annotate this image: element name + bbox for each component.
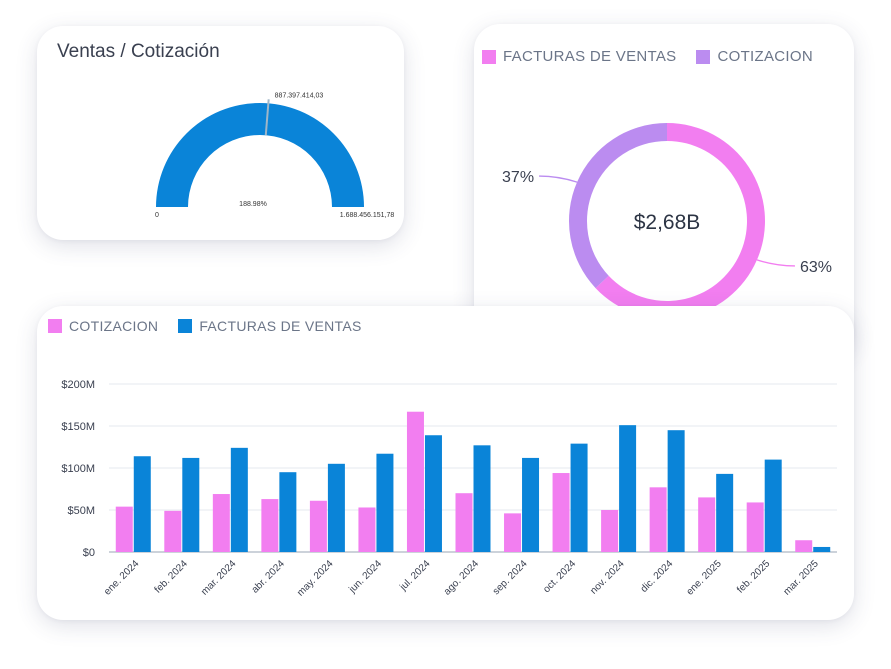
- gauge-chart: 887.397.414,03 0 1.688.456.151,78 188.98%: [155, 92, 395, 219]
- legend-swatch-cotizacion: [696, 49, 711, 64]
- donut-chart: 63% 37% $2,68B: [502, 123, 832, 319]
- bar-facturas: [570, 443, 588, 552]
- bar-facturas: [764, 459, 782, 552]
- x-tick-label: nov. 2024: [588, 558, 627, 597]
- bar-cotizacion: [649, 487, 667, 552]
- bar-facturas: [667, 430, 685, 552]
- donut-card: FACTURAS DE VENTAS COTIZACION 63% 37% $2,6…: [474, 24, 854, 356]
- bar-cotizacion: [309, 500, 327, 552]
- donut-slice-cotizacion: [569, 123, 667, 289]
- bar-cotizacion: [358, 507, 376, 552]
- bar-facturas: [133, 456, 151, 552]
- bar-cotizacion: [406, 411, 424, 552]
- x-tick-label: mar. 2024: [199, 558, 239, 598]
- y-tick-label: $200M: [61, 379, 95, 391]
- legend-swatch-facturas: [178, 319, 193, 333]
- gauge-card: Ventas / Cotización 887.397.414,03 0 1.688…: [37, 26, 404, 240]
- bar-facturas: [424, 435, 442, 552]
- x-tick-label: jun. 2024: [346, 558, 384, 596]
- y-tick-label: $100M: [61, 463, 95, 475]
- x-tick-label: may. 2024: [295, 558, 336, 599]
- x-tick-label: ene. 2024: [102, 558, 142, 598]
- bar-cotizacion: [795, 540, 813, 552]
- bar-facturas: [522, 457, 540, 552]
- bar-facturas: [473, 445, 491, 552]
- donut-center-total: $2,68B: [634, 211, 701, 234]
- bar-cotizacion: [261, 499, 279, 552]
- bar-legend: COTIZACION FACTURAS DE VENTAS: [48, 318, 362, 334]
- donut-legend: FACTURAS DE VENTAS COTIZACION: [482, 48, 813, 65]
- x-tick-label: oct. 2024: [541, 558, 578, 595]
- x-tick-label: jul. 2024: [397, 558, 433, 594]
- gauge-title: Ventas / Cotización: [57, 41, 220, 62]
- x-tick-label: feb. 2025: [735, 558, 773, 596]
- donut-leader-line: [539, 175, 578, 183]
- gauge-min-label: 0: [155, 212, 159, 219]
- legend-label-facturas: FACTURAS DE VENTAS: [199, 318, 362, 334]
- x-tick-label: ago. 2024: [442, 558, 482, 598]
- y-tick-label: $0: [83, 547, 95, 559]
- bar-cotizacion: [504, 513, 522, 552]
- legend-item-facturas[interactable]: FACTURAS DE VENTAS: [178, 318, 361, 334]
- bar-facturas: [182, 457, 200, 552]
- gauge-percent-label: 188.98%: [239, 201, 267, 208]
- bar-facturas: [230, 447, 248, 552]
- legend-label-facturas: FACTURAS DE VENTAS: [503, 48, 677, 65]
- bar-cotizacion: [552, 473, 570, 552]
- bar-facturas: [376, 453, 394, 552]
- y-tick-label: $150M: [61, 421, 95, 433]
- gauge-max-label: 1.688.456.151,78: [340, 212, 395, 219]
- bar-cotizacion: [164, 510, 182, 552]
- bar-cotizacion: [212, 494, 230, 552]
- legend-swatch-cotizacion: [48, 319, 62, 333]
- y-tick-label: $50M: [67, 505, 95, 517]
- legend-item-cotizacion[interactable]: COTIZACION: [48, 318, 158, 334]
- bar-facturas: [327, 463, 345, 552]
- donut-slice-label: 37%: [502, 169, 534, 186]
- bar-facturas: [279, 472, 297, 552]
- x-tick-label: ene. 2025: [685, 558, 725, 598]
- gauge-value-label: 887.397.414,03: [275, 92, 324, 99]
- x-tick-label: sep. 2024: [491, 558, 530, 597]
- bar-chart-card: COTIZACION FACTURAS DE VENTAS $0 $50M $100…: [37, 306, 854, 620]
- bar-facturas: [813, 546, 831, 552]
- x-tick-label: feb. 2024: [153, 558, 191, 596]
- donut-slice-facturas: [595, 123, 765, 319]
- x-tick-label: dic. 2024: [639, 558, 676, 595]
- x-tick-label: mar. 2025: [782, 558, 822, 598]
- donut-slice-label: 63%: [800, 259, 832, 276]
- gauge-value-marker: [264, 99, 270, 136]
- gauge-band: [156, 103, 364, 207]
- bar-cotizacion: [746, 502, 764, 552]
- bar-facturas: [716, 473, 734, 552]
- legend-item-facturas[interactable]: FACTURAS DE VENTAS: [482, 48, 676, 65]
- donut-leader-line: [756, 259, 795, 267]
- bar-cotizacion: [455, 493, 473, 552]
- x-tick-label: abr. 2024: [250, 558, 288, 596]
- legend-swatch-facturas: [482, 49, 496, 64]
- bar-cotizacion: [601, 510, 619, 552]
- legend-label-cotizacion: COTIZACION: [69, 318, 159, 334]
- bar-facturas: [619, 425, 637, 552]
- legend-item-cotizacion[interactable]: COTIZACION: [696, 48, 813, 65]
- bar-cotizacion: [698, 497, 716, 552]
- bar-cotizacion: [115, 506, 133, 552]
- legend-label-cotizacion: COTIZACION: [717, 48, 813, 65]
